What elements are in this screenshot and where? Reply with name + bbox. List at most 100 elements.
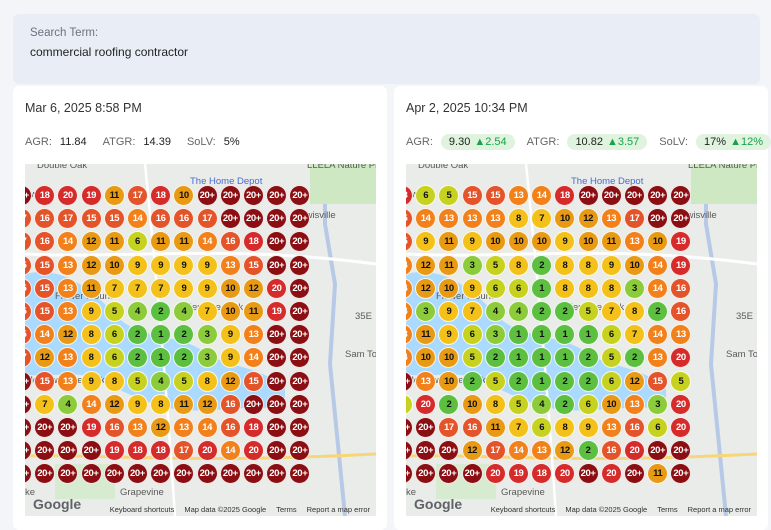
rank-dot[interactable]: 19 [103,440,125,462]
rank-dot[interactable]: 19 [670,254,692,276]
rank-dot[interactable]: 20+ [25,370,32,392]
rank-dot[interactable]: 20 [670,417,692,438]
rank-dot[interactable]: 12 [461,440,483,462]
rank-dot[interactable]: 14 [406,254,413,276]
rank-dot[interactable]: 20 [243,440,264,462]
rank-dot[interactable]: 6 [600,370,622,392]
rank-dot[interactable]: 20+ [80,463,102,485]
rank-dot[interactable]: 14 [647,277,669,299]
rank-dot[interactable]: 6 [103,324,125,346]
rank-dot[interactable]: 20+ [196,185,218,206]
rank-dot[interactable]: 20+ [624,463,645,485]
rank-dot[interactable]: 20+ [243,208,264,230]
rank-dot[interactable]: 9 [577,417,599,438]
rank-dot[interactable]: 9 [438,324,460,346]
rank-dot[interactable]: 20+ [196,463,218,485]
rank-dot[interactable]: 1 [577,324,599,346]
rank-dot[interactable]: 10 [531,231,553,253]
rank-dot[interactable]: 10 [438,370,460,392]
rank-dot[interactable]: 20+ [624,185,645,206]
rank-dot[interactable]: 20+ [438,440,460,462]
rank-dot[interactable]: 1 [531,277,553,299]
rank-dot[interactable]: 14 [406,277,413,299]
report-map-error-link[interactable]: Report a map error [306,505,370,514]
rank-dot[interactable]: 20+ [266,231,288,253]
rank-grid-map[interactable]: Double Oak The Home Depot LLELA Nature Pre… [406,164,757,516]
rank-dot[interactable]: 20+ [289,440,311,462]
rank-dot[interactable]: 15 [80,208,102,230]
rank-dot[interactable]: 18 [150,185,172,206]
rank-dot[interactable]: 10 [103,254,125,276]
rank-dot[interactable]: 14 [243,347,264,369]
rank-dot[interactable]: 20+ [266,417,288,438]
rank-dot[interactable]: 20 [415,393,437,415]
rank-dot[interactable]: 13 [57,347,79,369]
rank-dot[interactable]: 6 [600,324,622,346]
rank-dot[interactable]: 15 [647,370,669,392]
rank-dot[interactable]: 2 [624,347,645,369]
rank-dot[interactable]: 18 [243,417,264,438]
rank-dot[interactable]: 9 [80,301,102,322]
rank-dot[interactable]: 10 [438,277,460,299]
rank-dot[interactable]: 13 [670,324,692,346]
keyboard-shortcuts-link[interactable]: Keyboard shortcuts [109,505,175,514]
rank-dot[interactable]: 4 [57,393,79,415]
rank-dot[interactable]: 13 [127,417,148,438]
rank-dot[interactable]: 2 [461,370,483,392]
rank-dot[interactable]: 20+ [289,208,311,230]
rank-dot[interactable]: 20+ [25,440,32,462]
rank-dot[interactable]: 5 [484,254,506,276]
rank-dot[interactable]: 15 [34,370,56,392]
rank-dot[interactable]: 16 [34,231,56,253]
rank-dot[interactable]: 20+ [438,463,460,485]
rank-dot[interactable]: 5 [600,347,622,369]
rank-dot[interactable]: 15 [406,231,413,253]
rank-dot[interactable]: 13 [461,208,483,230]
rank-dot[interactable]: 20+ [670,440,692,462]
rank-dot[interactable]: 13 [57,370,79,392]
rank-dot[interactable]: 2 [554,301,576,322]
rank-dot[interactable]: 10 [415,347,437,369]
keyboard-shortcuts-link[interactable]: Keyboard shortcuts [490,505,556,514]
rank-dot[interactable]: 17 [25,347,32,369]
rank-dot[interactable]: 20 [266,277,288,299]
rank-dot[interactable]: 19 [80,417,102,438]
rank-dot[interactable]: 16 [219,417,241,438]
rank-dot[interactable]: 17 [25,231,32,253]
rank-dot[interactable]: 4 [531,393,553,415]
rank-dot[interactable]: 1 [150,324,172,346]
rank-dot[interactable]: 2 [173,347,195,369]
rank-dot[interactable]: 5 [508,393,529,415]
rank-dot[interactable]: 20+ [406,370,413,392]
rank-dot[interactable]: 2 [150,301,172,322]
rank-dot[interactable]: 18 [34,185,56,206]
rank-dot[interactable]: 10 [508,231,529,253]
rank-dot[interactable]: 14 [415,208,437,230]
rank-dot[interactable]: 11 [484,417,506,438]
rank-dot[interactable]: 7 [508,417,529,438]
rank-dot[interactable]: 15 [484,185,506,206]
rank-dot[interactable]: 13 [531,440,553,462]
rank-dot[interactable]: 7 [103,277,125,299]
rank-dot[interactable]: 2 [577,440,599,462]
rank-dot[interactable]: 9 [219,324,241,346]
rank-dot[interactable]: 4 [127,301,148,322]
rank-dot[interactable]: 11 [103,231,125,253]
rank-dot[interactable]: 16 [670,277,692,299]
rank-dot[interactable]: 2 [647,301,669,322]
rank-dot[interactable]: 6 [531,417,553,438]
rank-dot[interactable]: 6 [415,185,437,206]
rank-dot[interactable]: 11 [438,231,460,253]
rank-dot[interactable]: 12 [34,347,56,369]
rank-dot[interactable]: 1 [531,347,553,369]
rank-dot[interactable]: 13 [624,231,645,253]
rank-dot[interactable]: 6 [103,347,125,369]
rank-dot[interactable]: 20+ [415,417,437,438]
rank-dot[interactable]: 20+ [57,440,79,462]
rank-dot[interactable]: 20+ [34,463,56,485]
rank-dot[interactable]: 19 [508,463,529,485]
rank-dot[interactable]: 20+ [80,440,102,462]
rank-dot[interactable]: 17 [127,185,148,206]
rank-dot[interactable]: 13 [415,370,437,392]
rank-dot[interactable]: 9 [415,231,437,253]
